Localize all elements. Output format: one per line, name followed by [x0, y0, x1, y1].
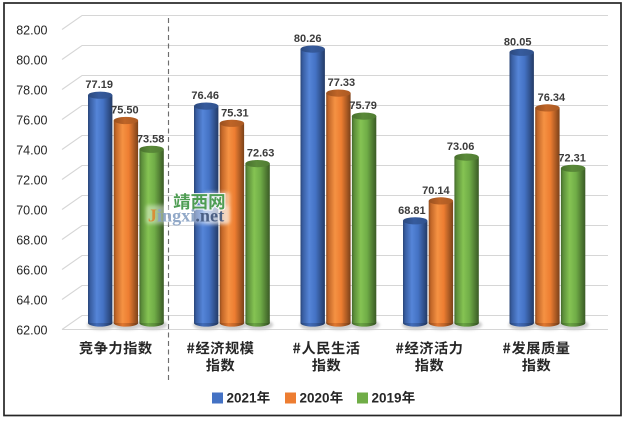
svg-text:68.81: 68.81: [398, 205, 426, 217]
svg-text:78.00: 78.00: [16, 84, 47, 98]
svg-text:66.00: 66.00: [16, 264, 47, 278]
svg-text:74.00: 74.00: [16, 144, 47, 158]
svg-text:64.00: 64.00: [16, 294, 47, 308]
svg-text:70.00: 70.00: [16, 204, 47, 218]
svg-text:82.00: 82.00: [16, 24, 47, 38]
svg-text:73.58: 73.58: [137, 133, 165, 145]
svg-text:77.19: 77.19: [85, 79, 113, 91]
svg-text:62.00: 62.00: [16, 324, 47, 338]
svg-text:76.46: 76.46: [191, 90, 219, 102]
svg-text:72.31: 72.31: [558, 152, 586, 164]
svg-text:2021: 2021: [227, 390, 258, 405]
svg-text:76.00: 76.00: [16, 114, 47, 128]
svg-text:77.33: 77.33: [328, 77, 356, 89]
svg-text:2019: 2019: [372, 390, 402, 405]
svg-text:70.14: 70.14: [422, 185, 450, 197]
svg-text:80.05: 80.05: [504, 36, 532, 48]
svg-text:72.00: 72.00: [16, 174, 47, 188]
svg-text:68.00: 68.00: [16, 234, 47, 248]
svg-text:80.00: 80.00: [16, 54, 47, 68]
svg-text:75.31: 75.31: [221, 107, 249, 119]
svg-text:Jingxi.net: Jingxi.net: [148, 205, 224, 225]
svg-text:2020: 2020: [300, 390, 330, 405]
svg-text:75.50: 75.50: [111, 105, 139, 117]
svg-text:75.79: 75.79: [349, 100, 377, 112]
svg-text:80.26: 80.26: [294, 33, 322, 45]
svg-text:72.63: 72.63: [247, 148, 275, 160]
svg-text:76.34: 76.34: [538, 92, 566, 104]
svg-text:73.06: 73.06: [447, 141, 475, 153]
